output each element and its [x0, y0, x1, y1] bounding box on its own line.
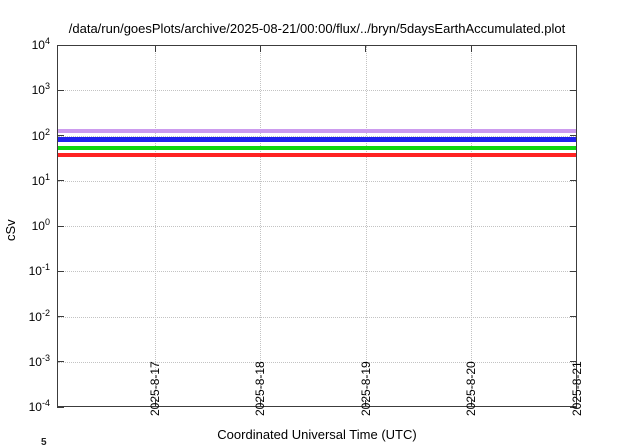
horizontal-gridline — [58, 180, 576, 182]
y-tick-label: 10-1 — [28, 262, 50, 279]
plot-title: /data/run/goesPlots/archive/2025-08-21/0… — [68, 21, 566, 36]
x-tick-label: 2025-8-20 — [464, 361, 479, 416]
y-tick-mark-left — [57, 44, 64, 46]
y-tick-mark-left — [57, 180, 64, 182]
y-tick-mark-left — [57, 270, 64, 272]
y-tick-mark-right — [570, 89, 577, 91]
y-tick-mark-right — [570, 180, 577, 182]
horizontal-gridline — [58, 135, 576, 137]
blue-accumulated-dose-line — [58, 136, 576, 142]
y-tick-mark-left — [57, 316, 64, 317]
y-tick-label: 101 — [31, 171, 50, 188]
horizontal-gridline — [58, 226, 576, 227]
y-tick-label: 103 — [31, 81, 50, 98]
violet-accumulated-dose-line — [58, 129, 576, 134]
y-tick-mark-left — [57, 89, 64, 91]
x-tick-mark-bottom — [470, 400, 472, 407]
horizontal-gridline — [58, 361, 576, 363]
horizontal-gridline — [58, 271, 576, 273]
x-tick-mark-top — [259, 45, 261, 52]
x-tick-label: 2025-8-18 — [253, 361, 268, 416]
x-tick-mark-bottom — [365, 400, 367, 407]
y-tick-mark-left — [57, 406, 64, 408]
x-tick-label: 2025-8-17 — [148, 361, 163, 416]
y-tick-label: 100 — [31, 217, 50, 234]
horizontal-gridline — [58, 90, 576, 92]
y-tick-mark-left — [57, 225, 64, 227]
y-tick-label: 10-3 — [28, 352, 50, 369]
y-tick-mark-left — [57, 361, 64, 363]
x-tick-mark-bottom — [259, 400, 261, 407]
y-tick-label: 104 — [31, 36, 50, 53]
y-tick-mark-right — [570, 406, 577, 408]
y-tick-mark-right — [570, 270, 577, 272]
x-tick-mark-top — [470, 45, 472, 52]
x-tick-mark-top — [154, 45, 156, 52]
y-tick-mark-right — [570, 361, 577, 363]
x-tick-mark-bottom — [154, 400, 156, 407]
red-accumulated-dose-line — [58, 152, 576, 157]
y-tick-mark-right — [570, 135, 577, 136]
horizontal-gridline — [58, 316, 576, 318]
y-tick-mark-left — [57, 135, 64, 136]
x-tick-mark-top — [365, 45, 367, 52]
x-tick-label: 2025-8-19 — [358, 361, 373, 416]
x-axis-label: Coordinated Universal Time (UTC) — [217, 427, 417, 442]
x-tick-label: 2025-8-21 — [570, 361, 584, 416]
green-accumulated-dose-line — [58, 145, 576, 150]
y-tick-label: 10-2 — [28, 307, 50, 324]
y-tick-label: 102 — [31, 126, 50, 143]
y-tick-label: 10-4 — [28, 398, 50, 415]
y-tick-mark-right — [570, 316, 577, 317]
y-tick-mark-right — [570, 44, 577, 46]
y-tick-mark-right — [570, 225, 577, 227]
partial-next-plot-exponent: 5 — [41, 437, 47, 448]
